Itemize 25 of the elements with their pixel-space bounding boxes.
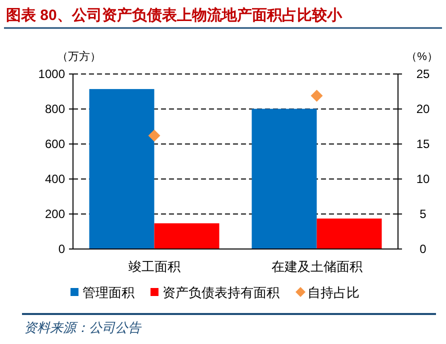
- y-tick-label: 200: [44, 207, 66, 221]
- x-tick-label: 在建及土储面积: [271, 259, 362, 274]
- y2-tick-label: 25: [416, 67, 430, 81]
- y2-axis-title: （%）: [406, 51, 438, 63]
- text: 资料来源：公司公告: [24, 320, 142, 335]
- y2-tick-label: 5: [420, 207, 427, 221]
- y2-tick-label: 20: [416, 102, 430, 116]
- y-tick-label: 800: [44, 102, 66, 116]
- y2-tick-label: 10: [416, 172, 430, 186]
- chart-title: 图表 80、公司资产负债表上物流地产面积占比较小: [6, 6, 343, 24]
- x-tick-label: 竣工面积: [128, 259, 180, 274]
- y-axis-title: （万方）: [57, 50, 101, 63]
- bar: [154, 223, 220, 249]
- y-tick-label: 600: [44, 137, 66, 151]
- y-tick-label: 0: [58, 242, 66, 256]
- y-tick-label: 1000: [38, 67, 66, 81]
- bar: [89, 89, 154, 249]
- y2-tick-label: 0: [420, 242, 427, 256]
- y2-tick-label: 15: [416, 137, 430, 151]
- bar: [252, 108, 317, 249]
- legend-label: 自持占比: [308, 285, 360, 300]
- bar: [316, 218, 382, 249]
- legend-label: 管理面积: [82, 285, 134, 300]
- y-tick-label: 400: [44, 172, 66, 186]
- legend-label: 资产负债表持有面积: [162, 285, 280, 300]
